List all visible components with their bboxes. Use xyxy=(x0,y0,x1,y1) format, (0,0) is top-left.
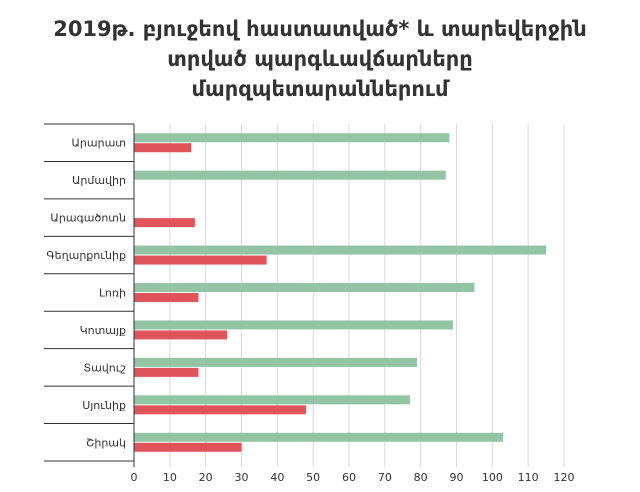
bar-series-1 xyxy=(134,357,418,367)
x-tick-label: 50 xyxy=(306,471,320,484)
bar-series-2 xyxy=(134,293,199,302)
x-tick-label: 120 xyxy=(554,471,575,484)
category-label: Տավուշ xyxy=(83,361,126,374)
x-tick-label: 80 xyxy=(414,471,428,484)
bar-series-1 xyxy=(134,170,446,180)
bar-series-2 xyxy=(134,255,267,265)
x-tick-label: 30 xyxy=(235,471,249,484)
chart-title-line-2: տրված պարգևավճարները xyxy=(167,47,473,71)
bar-series-1 xyxy=(134,245,547,255)
category-label: Արարատ xyxy=(71,137,126,150)
chart-title: 2019թ. բյուջեով հաստատված* և տարեվերջին … xyxy=(0,14,640,104)
category-label: Շիրակ xyxy=(86,436,126,449)
category-label: Գեղարքունիք xyxy=(46,249,126,262)
category-label: Արագածոտն xyxy=(50,212,126,225)
bar-series-1 xyxy=(134,432,504,442)
category-label: Արմավիր xyxy=(72,174,126,187)
bar-series-2 xyxy=(134,405,306,415)
bar-series-1 xyxy=(134,283,475,292)
bar-series-2 xyxy=(134,218,195,228)
x-tick-label: 20 xyxy=(199,471,213,484)
chart-title-line-3: մարզպետարաններում xyxy=(191,77,449,101)
chart-title-line-1: 2019թ. բյուջեով հաստատված* և տարեվերջին xyxy=(53,17,587,41)
bar-series-2 xyxy=(134,330,228,340)
bar-series-2 xyxy=(134,442,242,452)
bar-series-2 xyxy=(134,143,192,153)
bar-series-1 xyxy=(134,133,450,143)
bar-series-1 xyxy=(134,320,453,330)
bar-series-2 xyxy=(134,367,199,377)
x-tick-label: 110 xyxy=(518,471,539,484)
x-tick-label: 60 xyxy=(342,471,356,484)
category-label: Լոռի xyxy=(99,287,126,300)
category-label: Սյունիք xyxy=(82,399,126,412)
x-tick-label: 10 xyxy=(163,471,177,484)
x-tick-label: 70 xyxy=(378,471,392,484)
bar-series-1 xyxy=(134,395,410,405)
x-tick-label: 40 xyxy=(270,471,284,484)
category-label: Կոտայք xyxy=(80,324,126,337)
x-tick-label: 100 xyxy=(482,471,503,484)
x-tick-label: 90 xyxy=(450,471,464,484)
x-tick-label: 0 xyxy=(131,471,138,484)
